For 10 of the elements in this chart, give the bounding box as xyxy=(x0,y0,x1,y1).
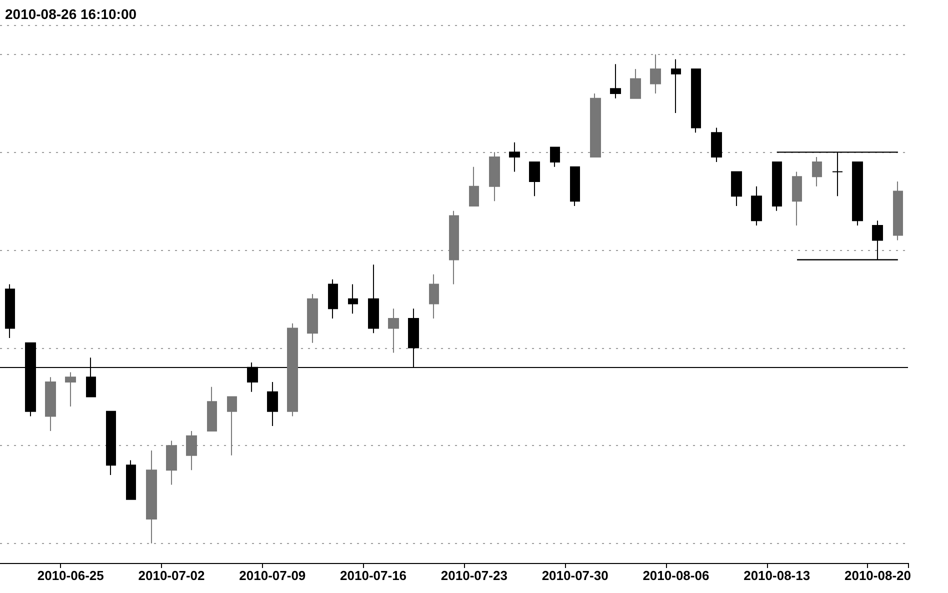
x-tick-label: 2010-08-20 xyxy=(844,568,911,583)
x-tick-label: 2010-07-23 xyxy=(440,568,508,583)
x-tick-label: 2010-07-16 xyxy=(340,568,407,583)
x-tick-label: 2010-07-02 xyxy=(138,568,205,583)
x-tick-label: 2010-07-09 xyxy=(239,568,306,583)
x-tick-label: 2010-08-13 xyxy=(744,568,810,583)
x-tick-label: 2010-06-25 xyxy=(37,568,104,583)
x-tick-label: 2010-07-30 xyxy=(542,568,608,583)
x-tick-label: 2010-08-06 xyxy=(642,568,710,583)
chart-title: 2010-08-26 16:10:00 xyxy=(5,6,137,22)
